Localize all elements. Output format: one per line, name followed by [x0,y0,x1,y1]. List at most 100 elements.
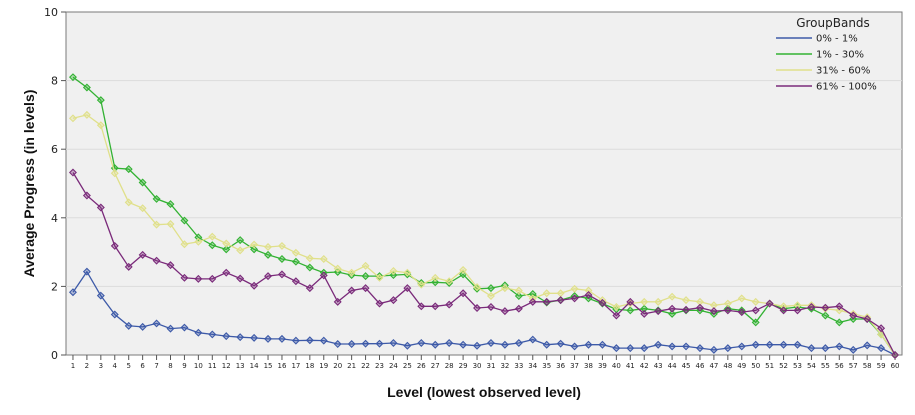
data-point [124,198,133,207]
data-point [486,303,495,311]
data-point [264,250,273,259]
data-point [180,240,189,249]
data-point [640,344,649,353]
data-point [779,302,788,311]
data-point [835,306,844,315]
x-tick-label: 43 [654,362,663,370]
x-tick-label: 17 [291,362,300,370]
x-tick-label: 50 [751,362,760,370]
data-point [612,303,621,311]
gridlines [66,80,902,287]
data-point [765,299,774,308]
data-point [695,344,704,353]
data-point [291,248,300,257]
legend-label: 1% - 30% [816,50,864,61]
data-point [877,324,886,333]
legend-title: GroupBands [796,16,870,30]
data-point [821,311,830,320]
x-tick-label: 37 [570,362,579,370]
data-point [82,191,91,200]
data-point [877,344,886,353]
data-point [570,284,579,293]
data-point [793,301,802,310]
data-point [793,306,802,315]
x-tick-label: 4 [113,362,118,370]
data-point [445,277,454,286]
data-point [849,345,858,354]
data-point [250,240,259,249]
data-point [486,284,495,293]
data-point [668,304,677,313]
x-tick-label: 33 [514,362,523,370]
data-point [236,333,245,342]
data-point [765,340,774,349]
x-tick-label: 22 [361,362,370,370]
data-point [68,114,77,123]
x-tick-label: 20 [333,362,342,370]
data-point [807,303,816,311]
data-point [152,220,161,229]
data-point [514,304,523,313]
y-tick-label: 10 [44,6,58,19]
x-tick-label: 36 [556,362,565,370]
data-point [486,292,495,300]
x-tick-label: 54 [807,362,816,370]
x-tick-label: 47 [709,362,718,370]
data-point [166,200,175,209]
data-point [570,294,579,303]
x-tick-label: 58 [863,362,872,370]
x-tick-label: 57 [849,362,858,370]
data-point [110,310,119,319]
series-1 [68,267,900,359]
data-point [473,283,482,292]
data-point [389,266,398,275]
x-tick-label: 16 [278,362,287,370]
data-point [737,342,746,351]
data-point [180,216,189,225]
x-tick-label: 52 [779,362,788,370]
data-point [264,272,273,281]
data-point [236,236,245,245]
data-point [319,254,328,263]
data-point [737,308,746,317]
data-point [737,306,746,315]
data-point [723,306,732,315]
data-point [500,284,509,293]
data-point [166,324,175,333]
x-tick-label: 30 [473,362,482,370]
data-point [347,340,356,349]
x-tick-label: 49 [737,362,746,370]
x-tick-label: 2 [85,362,89,370]
data-point [208,274,217,283]
data-point [459,340,468,349]
data-point [403,268,412,277]
data-point [459,289,468,298]
x-tick-label: 1 [71,362,75,370]
x-tick-label: 60 [891,362,900,370]
data-point [82,83,91,92]
data-point [333,340,342,349]
data-point [751,297,760,306]
x-tick-label: 48 [723,362,732,370]
data-point [682,305,691,314]
x-tick-label: 11 [208,362,217,370]
data-point [305,284,314,293]
x-tick-label: 45 [682,362,691,370]
x-tick-label: 15 [264,362,273,370]
data-point [682,296,691,305]
x-tick-label: 40 [612,362,621,370]
data-point [821,303,830,312]
data-point [222,239,231,248]
data-point [417,302,426,311]
data-point [319,336,328,345]
data-point [194,233,203,242]
x-tick-label: 8 [168,362,172,370]
data-point [403,284,412,293]
data-point [542,340,551,349]
x-tick-label: 21 [347,362,356,370]
data-point [598,340,607,349]
data-point [208,330,217,339]
data-point [291,336,300,345]
x-tick-label: 34 [528,362,537,370]
data-point [500,307,509,316]
